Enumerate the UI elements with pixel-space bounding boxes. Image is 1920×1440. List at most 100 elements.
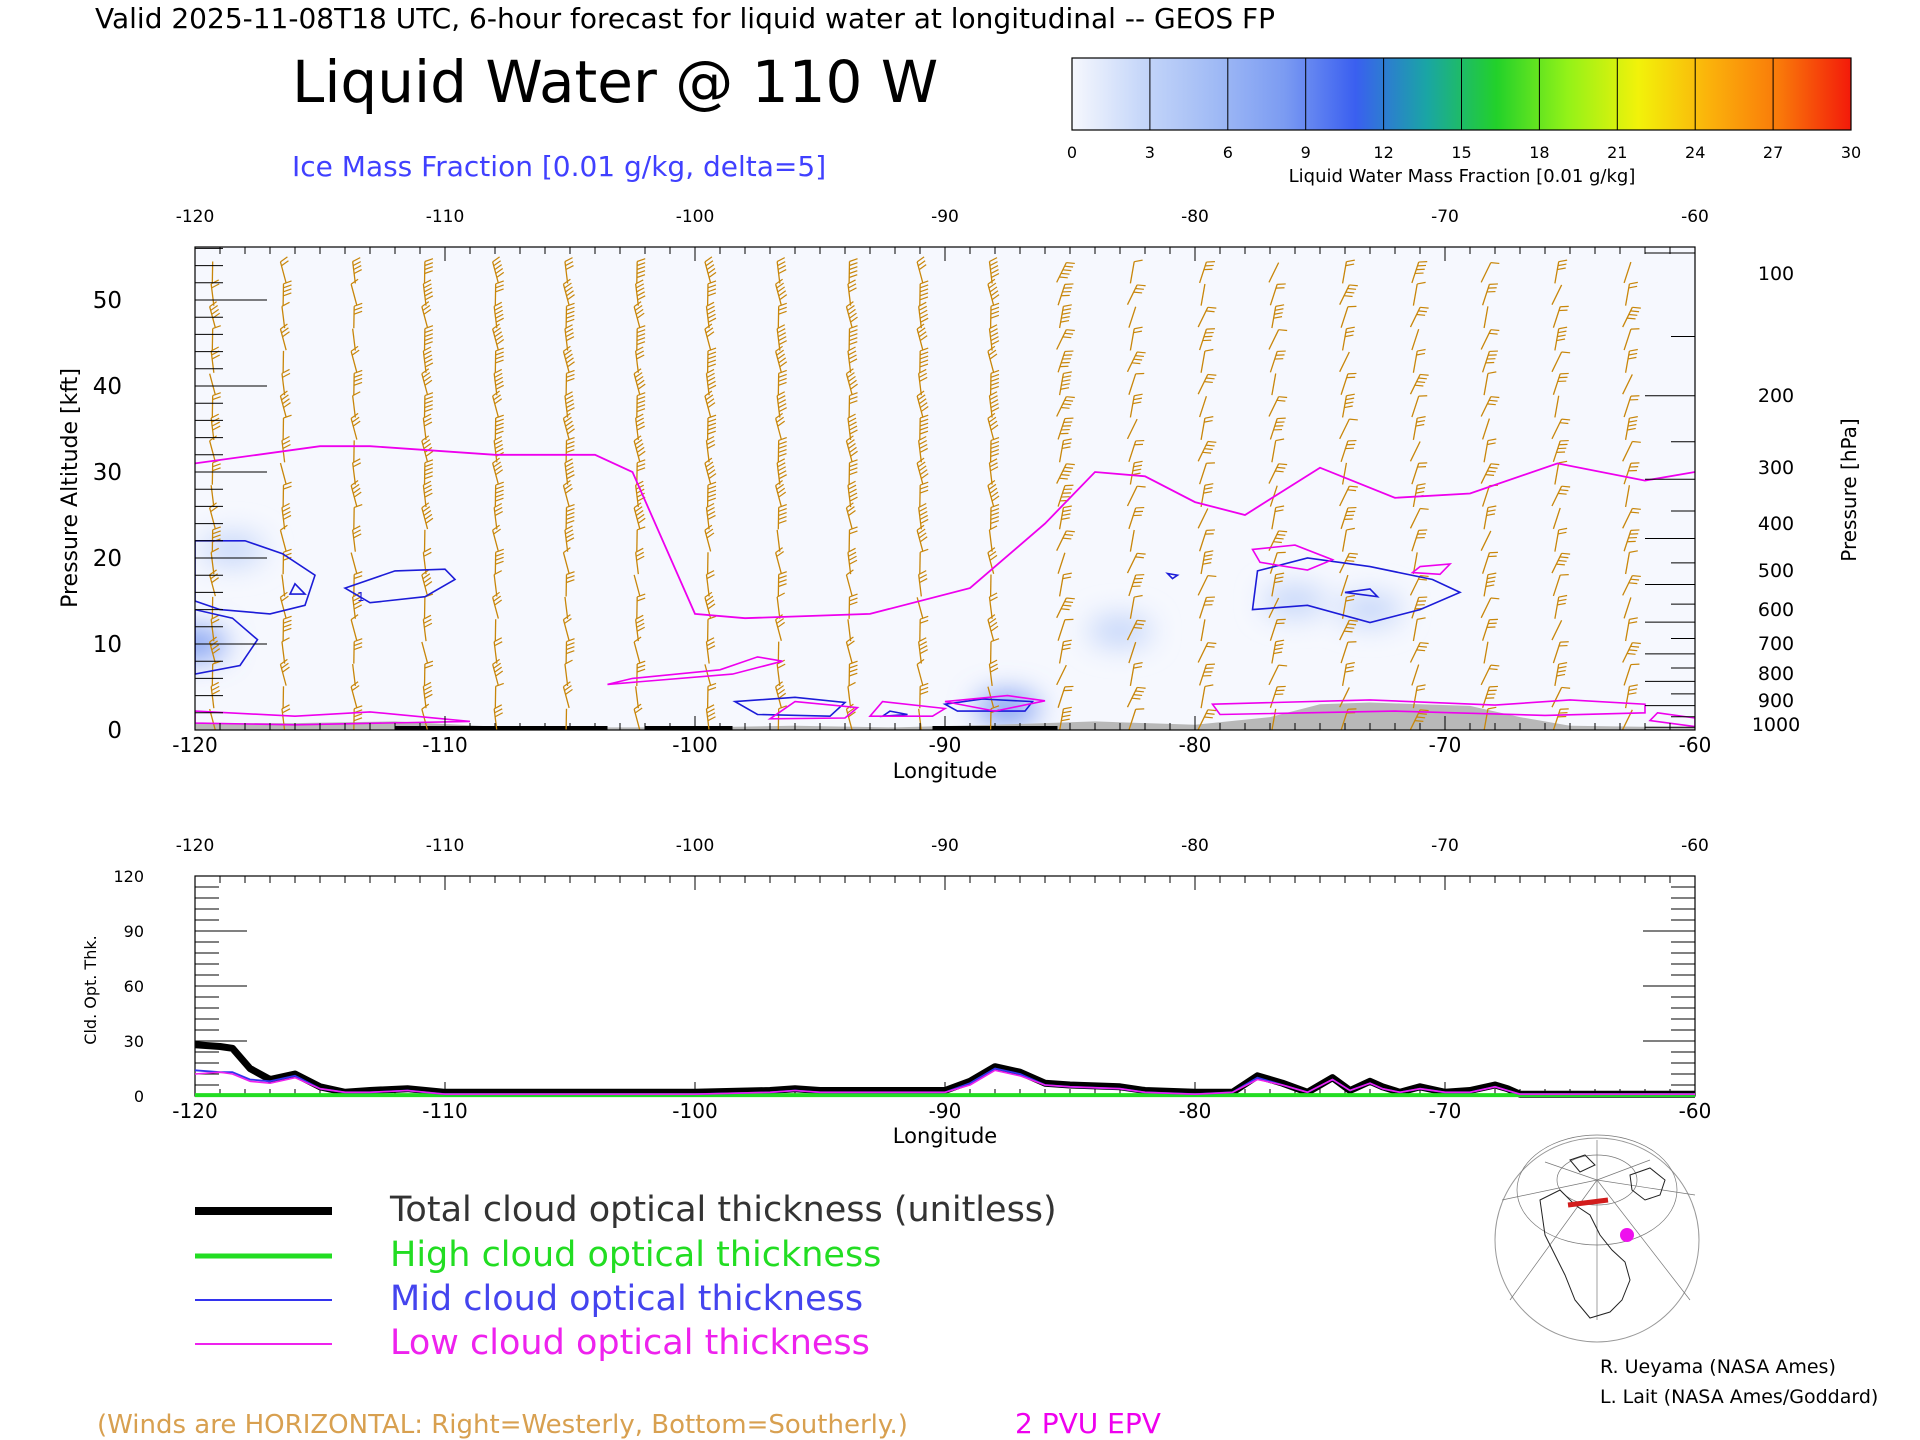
map-globe-outline — [1494, 1137, 1700, 1343]
bottom-lon-label: -60 — [1679, 733, 1712, 757]
wind-barb — [704, 256, 717, 284]
bottom-lon-label: -110 — [422, 733, 467, 757]
wind-barb — [1411, 462, 1428, 485]
wind-barb — [564, 391, 575, 418]
wind-barb — [1126, 686, 1146, 708]
wind-barb — [1554, 594, 1568, 619]
tropopause-2pvu-line — [195, 445, 1695, 620]
wind-barb — [1339, 687, 1350, 708]
wind-barb — [1483, 572, 1497, 597]
wind-barb — [706, 615, 717, 642]
wind-barb — [1268, 329, 1288, 350]
top-lon-label: -120 — [176, 207, 215, 227]
wind-barb — [1341, 326, 1355, 351]
wind-barb — [352, 592, 362, 619]
wind-barb — [422, 346, 434, 373]
bottom-lon-label: -100 — [672, 733, 717, 757]
wind-barb — [1480, 463, 1500, 484]
wind-barb — [1623, 597, 1632, 619]
wind-barb — [352, 664, 356, 686]
wind-barb — [1551, 620, 1563, 641]
wind-barb — [1480, 396, 1500, 417]
wind-barb — [1056, 597, 1075, 619]
ice-contour — [195, 540, 316, 615]
wind-barb — [776, 257, 787, 284]
wind-barb — [706, 280, 717, 306]
map-coastlines — [1539, 1154, 1666, 1319]
pressure-label: 400 — [1758, 513, 1794, 535]
altitude-label: 20 — [93, 546, 122, 572]
wind-barb — [1057, 618, 1074, 641]
wind-barb — [1623, 663, 1640, 686]
top-lon-label: -110 — [426, 836, 465, 856]
pressure-label: 1000 — [1752, 714, 1800, 736]
wind-barb — [1126, 552, 1146, 574]
wind-barb — [705, 704, 716, 730]
wind-barb — [422, 480, 433, 508]
wind-barb — [562, 345, 575, 373]
bottom-x-axis-label: Longitude — [893, 1124, 997, 1148]
wind-barb — [1129, 326, 1143, 351]
wind-barb — [1198, 663, 1215, 686]
wind-barb — [706, 481, 717, 508]
wind-barb — [919, 280, 929, 306]
altitude-label: 10 — [93, 632, 122, 658]
wind-barb — [1481, 618, 1498, 641]
wind-barb — [1411, 261, 1428, 284]
bottom-lon-label: -120 — [172, 733, 217, 757]
top-lon-label: -90 — [931, 836, 959, 856]
ice-contour — [942, 698, 1035, 712]
liquid-water-blob — [200, 533, 265, 566]
location-map — [1494, 1134, 1700, 1343]
wind-barb — [1551, 418, 1571, 440]
wind-barb — [633, 574, 641, 597]
wind-barb — [1481, 350, 1498, 373]
wind-barb — [1058, 438, 1072, 463]
bottom-lon-label: -90 — [929, 733, 962, 757]
ice-contour — [1165, 572, 1180, 580]
wind-barb — [1551, 686, 1571, 708]
wind-barb — [209, 636, 221, 664]
wind-barb — [1269, 283, 1286, 306]
wind-barb — [988, 257, 1000, 284]
altitude-label: 30 — [93, 460, 122, 486]
wind-barb — [493, 435, 504, 463]
wind-barb — [918, 301, 929, 329]
top-panel-ticks — [194, 247, 1696, 731]
bottom-lon-label: -70 — [1429, 733, 1462, 757]
wind-barb — [494, 548, 504, 575]
wind-barb — [989, 369, 1000, 396]
wind-barb — [1551, 552, 1571, 574]
wind-barb — [1552, 305, 1569, 328]
wind-barb — [636, 325, 646, 351]
wind-barb — [1128, 708, 1145, 730]
wind-barb — [1339, 351, 1350, 373]
bottom-lon-label: -80 — [1179, 1099, 1212, 1123]
wind-barb — [282, 414, 292, 441]
colorbar-tick-label: 6 — [1223, 143, 1233, 162]
optical-thickness-label: 0 — [134, 1087, 144, 1106]
top-lon-label: -100 — [676, 836, 715, 856]
wind-barb — [1483, 306, 1489, 329]
wind-barb — [1200, 283, 1206, 306]
wind-barb — [423, 459, 434, 485]
top-lon-label: -90 — [931, 207, 959, 227]
top-panel: 1 -120 -110 -100 -90 -80 -70 -60 -120 -110 -100-… — [58, 207, 1861, 783]
wind-barb — [281, 574, 286, 597]
wind-barb — [1622, 507, 1641, 529]
wind-barb — [350, 480, 362, 507]
ice-contour — [732, 696, 847, 718]
wind-barb — [1129, 662, 1143, 686]
wind-barb — [1340, 372, 1357, 395]
wind-barb — [847, 619, 852, 642]
wind-barb — [1622, 306, 1641, 328]
liquid-water-blob — [1263, 585, 1327, 617]
wind-barb — [210, 681, 220, 709]
wind-barb — [848, 325, 858, 351]
ice-contour — [195, 608, 259, 675]
epv-contour — [1251, 544, 1335, 571]
wind-barb — [1480, 530, 1492, 551]
bottom-lon-label: -60 — [1679, 1099, 1712, 1123]
wind-barb — [1200, 550, 1214, 575]
wind-barb — [1198, 462, 1215, 485]
